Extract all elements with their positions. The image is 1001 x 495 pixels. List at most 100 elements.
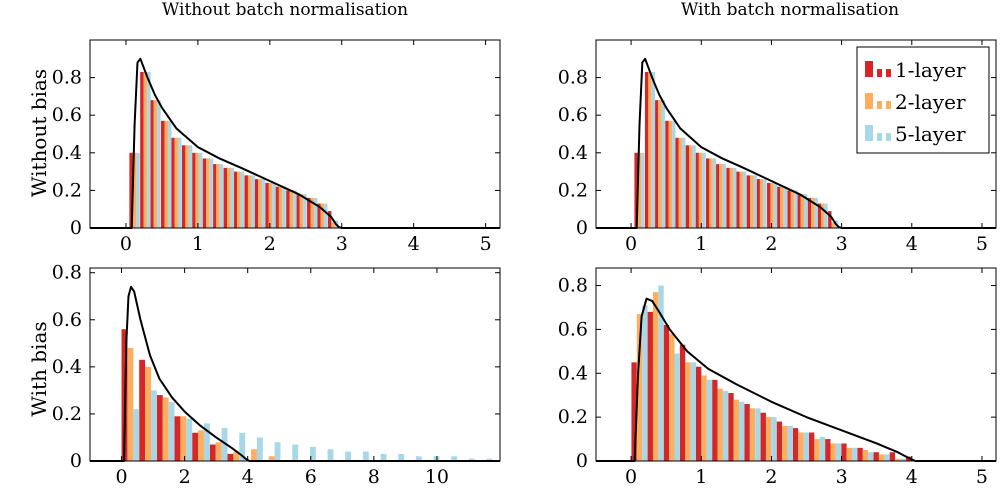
x-tick-label: 8 <box>368 466 380 488</box>
x-tick-label: 1 <box>695 233 707 255</box>
bar-1-layer-13 <box>265 183 268 228</box>
bar-2-layer-7 <box>206 158 209 228</box>
x-tick-label: 5 <box>480 233 492 255</box>
bar-2-layer-12 <box>831 443 836 461</box>
x-tick-label: 4 <box>242 466 254 488</box>
bar-5-layer-2 <box>674 354 679 461</box>
bar-2-layer-14 <box>780 187 783 228</box>
bar-1-layer-1 <box>140 72 143 228</box>
bar-2-layer-15 <box>791 190 794 228</box>
bar-5-layer-11 <box>753 175 756 228</box>
bar-1-layer-6 <box>695 153 698 228</box>
bar-5-layer-3 <box>168 121 171 228</box>
y-tick-label: 0.4 <box>558 142 588 164</box>
bar-5-layer-7 <box>210 158 213 228</box>
y-tick-label: 0.6 <box>52 104 82 126</box>
bar-2-layer-14 <box>863 450 868 461</box>
bar-1-layer-8 <box>761 413 766 461</box>
bar-2-layer-8 <box>216 164 219 228</box>
bar-2-layer-1 <box>144 72 147 228</box>
bar-5-layer-14 <box>784 187 787 228</box>
bar-2-layer-14 <box>279 187 282 228</box>
bar-5-layer-10 <box>241 172 244 228</box>
bar-5-layer-4 <box>682 138 685 228</box>
bar-5-layer-8 <box>220 164 223 228</box>
col-title-right: With batch normalisation <box>681 0 899 20</box>
bar-2-layer-9 <box>227 168 230 228</box>
y-tick-label: 0.8 <box>52 262 82 284</box>
bar-1-layer-5 <box>182 145 185 228</box>
bar-2-layer-15 <box>879 454 884 461</box>
bar-5-layer-12 <box>836 443 841 461</box>
bar-1-layer-9 <box>224 168 227 228</box>
y-tick-label: 0 <box>576 217 588 239</box>
bar-2-layer-3 <box>669 121 672 228</box>
bar-5-layer-9 <box>787 426 792 461</box>
bar-1-layer-8 <box>716 164 719 228</box>
x-tick-label: 6 <box>305 466 317 488</box>
bar-2-layer-3 <box>180 416 186 461</box>
bar-1-layer-4 <box>171 138 174 228</box>
bar-5-layer-0 <box>642 305 647 461</box>
bar-2-layer-16 <box>801 194 804 228</box>
x-tick-label: 1 <box>192 233 204 255</box>
bar-1-layer-1 <box>645 72 648 228</box>
bar-2-layer-7 <box>251 449 257 461</box>
bar-1-layer-4 <box>192 433 198 461</box>
x-tick-label: 4 <box>906 466 918 488</box>
bar-5-layer-3 <box>672 121 675 228</box>
bar-5-layer-11 <box>328 449 334 461</box>
bar-2-layer-11 <box>814 439 819 461</box>
x-tick-label: 4 <box>906 233 918 255</box>
bar-1-layer-3 <box>665 121 668 228</box>
bar-2-layer-8 <box>766 417 771 461</box>
bar-2-layer-10 <box>740 172 743 228</box>
bar-1-layer-7 <box>744 404 749 461</box>
bar-1-layer-17 <box>307 198 310 228</box>
bar-1-layer-15 <box>787 190 790 228</box>
bar-2-layer-6 <box>699 153 702 228</box>
y-tick-label: 0.4 <box>558 362 588 384</box>
bar-2-layer-5 <box>185 145 188 228</box>
x-tick-label: 0 <box>115 466 127 488</box>
bar-1-layer-3 <box>680 345 685 461</box>
x-tick-label: 2 <box>264 233 276 255</box>
legend-label: 1-layer <box>895 58 966 82</box>
bar-5-layer-12 <box>261 179 264 228</box>
bar-5-layer-2 <box>169 402 175 461</box>
bar-5-layer-0 <box>133 409 139 461</box>
bar-1-layer-4 <box>696 367 701 461</box>
bar-5-layer-17 <box>815 198 818 228</box>
bar-1-layer-16 <box>797 194 800 228</box>
legend-label: 5-layer <box>895 122 966 146</box>
bar-1-layer-10 <box>736 172 739 228</box>
bar-1-layer-7 <box>706 158 709 228</box>
y-tick-label: 0 <box>70 217 82 239</box>
bar-1-layer-14 <box>777 187 780 228</box>
bar-5-layer-2 <box>157 100 160 228</box>
bar-2-layer-7 <box>709 158 712 228</box>
bar-5-layer-9 <box>231 168 234 228</box>
y-tick-label: 0.4 <box>52 356 82 378</box>
bar-1-layer-12 <box>757 179 760 228</box>
bar-5-layer-3 <box>186 419 192 461</box>
bar-2-layer-13 <box>847 448 852 461</box>
bar-2-layer-8 <box>719 164 722 228</box>
bar-5-layer-14 <box>282 187 285 228</box>
bar-2-layer-0 <box>127 348 133 461</box>
col-title-left: Without batch normalisation <box>162 0 408 20</box>
x-tick-label: 5 <box>976 233 988 255</box>
bar-2-layer-7 <box>750 408 755 461</box>
bar-2-layer-6 <box>734 400 739 461</box>
bar-2-layer-2 <box>658 100 661 228</box>
bar-1-layer-2 <box>157 395 163 461</box>
bar-2-layer-15 <box>290 190 293 228</box>
bar-1-layer-2 <box>664 325 669 461</box>
bar-1-layer-12 <box>255 179 258 228</box>
bar-1-layer-2 <box>655 100 658 228</box>
bar-2-layer-5 <box>216 442 222 461</box>
x-tick-label: 0 <box>625 233 637 255</box>
bar-1-layer-10 <box>234 172 237 228</box>
x-tick-label: 2 <box>765 466 777 488</box>
